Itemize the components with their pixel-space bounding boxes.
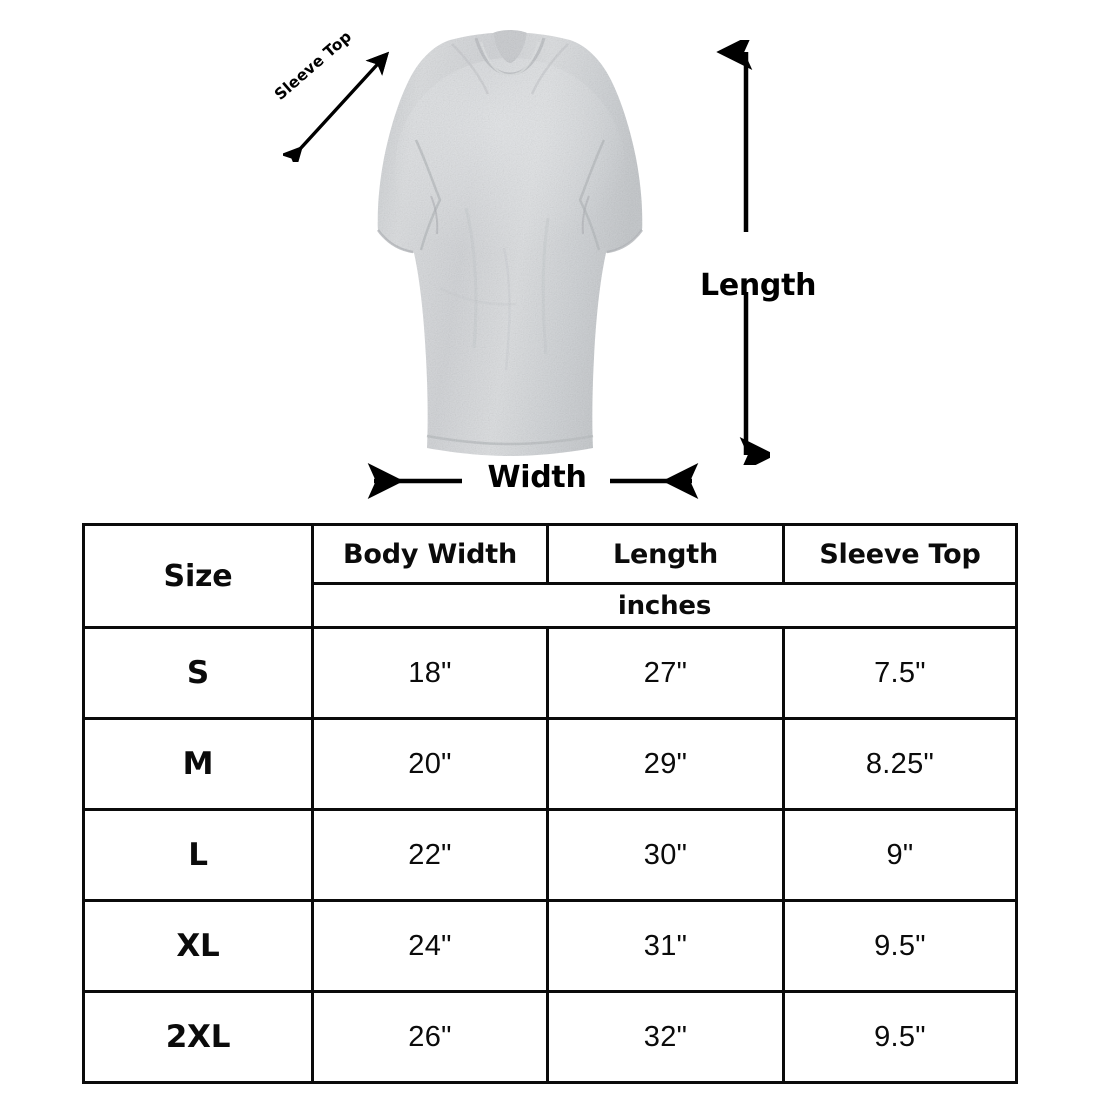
body-fold-left — [464, 207, 478, 349]
table-row: 2XL 26" 32" 9.5" — [82, 990, 1018, 1084]
cell-sleeve-top: 8.25" — [782, 717, 1018, 811]
cell-sleeve-top: 9.5" — [782, 990, 1018, 1084]
garment-diagram: Sleeve Top Length — [0, 0, 1100, 515]
cell-sleeve-top: 7.5" — [782, 626, 1018, 720]
header-units: inches — [311, 582, 1018, 629]
cell-length: 30" — [546, 808, 785, 902]
cell-size: 2XL — [82, 990, 314, 1084]
size-chart-table: Size Body Width Length Sleeve Top inches… — [82, 523, 1018, 1084]
header-body-width: Body Width — [311, 523, 549, 585]
sleeve-top-arrow-icon — [279, 51, 390, 170]
cell-body-width: 22" — [311, 808, 549, 902]
header-sleeve-top: Sleeve Top — [782, 523, 1018, 585]
cell-length: 29" — [546, 717, 785, 811]
body-fold-center — [502, 247, 511, 371]
collar-band — [493, 30, 527, 63]
header-size: Size — [82, 523, 314, 629]
bottom-hem-seam — [426, 434, 594, 446]
width-label: Width — [487, 460, 587, 495]
length-arrow-icon — [716, 40, 770, 465]
left-shoulder-seam — [451, 43, 490, 95]
cell-sleeve-top: 9" — [782, 808, 1018, 902]
table-row: S 18" 27" 7.5" — [82, 626, 1018, 720]
cell-size: M — [82, 717, 314, 811]
cell-body-width: 18" — [311, 626, 549, 720]
length-label: Length — [700, 268, 817, 303]
right-sleeve-hem — [606, 229, 644, 254]
body-fold-right — [541, 217, 550, 355]
cell-body-width: 20" — [311, 717, 549, 811]
width-callout: Width — [362, 458, 702, 514]
cell-length: 31" — [546, 899, 785, 993]
chest-highlight — [395, 58, 625, 278]
right-armpit-fold — [581, 195, 590, 235]
cell-body-width: 26" — [311, 990, 549, 1084]
table-row: XL 24" 31" 9.5" — [82, 899, 1018, 993]
cell-length: 32" — [546, 990, 785, 1084]
right-armhole-seam — [578, 139, 606, 251]
cell-length: 27" — [546, 626, 785, 720]
body-fold-horizontal — [439, 286, 517, 306]
t-shirt-illustration — [376, 30, 644, 456]
cell-sleeve-top: 9.5" — [782, 899, 1018, 993]
sleeve-top-callout: Sleeve Top — [271, 27, 403, 170]
header-length: Length — [546, 523, 785, 585]
left-sleeve-hem — [376, 229, 414, 254]
cell-size: XL — [82, 899, 314, 993]
table-header-row-1: Size Body Width Length Sleeve Top — [82, 523, 1018, 629]
cell-size: L — [82, 808, 314, 902]
width-arrow-icon — [367, 463, 699, 499]
length-callout: Length — [700, 40, 920, 465]
left-armpit-fold — [430, 195, 439, 235]
cell-size: S — [82, 626, 314, 720]
neckline-highlight — [480, 41, 540, 77]
table-row: M 20" 29" 8.25" — [82, 717, 1018, 811]
table-row: L 22" 30" 9" — [82, 808, 1018, 902]
right-shoulder-seam — [530, 43, 569, 95]
cell-body-width: 24" — [311, 899, 549, 993]
left-armhole-seam — [414, 139, 442, 251]
table-header-row-2: inches — [84, 582, 1018, 629]
